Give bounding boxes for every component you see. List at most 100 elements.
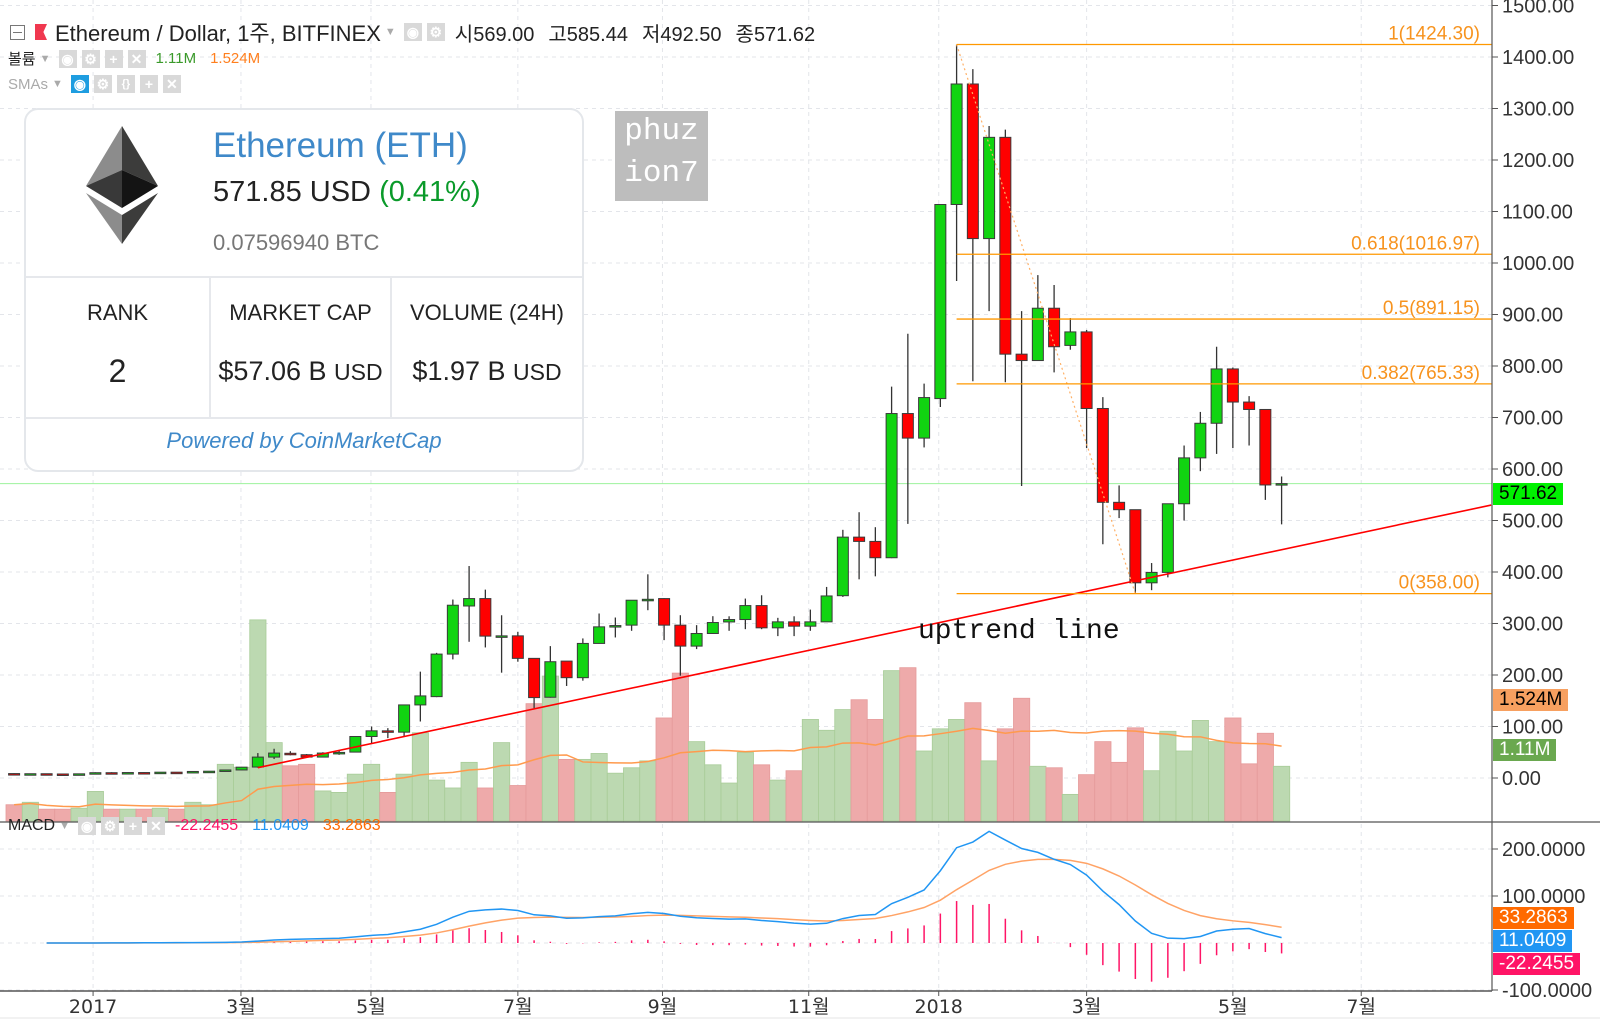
gear-icon[interactable]: ⚙ <box>93 75 112 93</box>
volume-bar <box>606 772 624 822</box>
volume-sma-value: 1.524M <box>210 50 261 67</box>
market-cap-unit: USD <box>334 359 383 385</box>
candle-body <box>414 695 427 706</box>
candle-body <box>934 203 947 400</box>
market-cap-amount: $57.06 B <box>218 356 327 386</box>
volume-bar <box>655 717 673 822</box>
volume-24h-unit: USD <box>513 359 562 385</box>
volume-bar <box>801 719 819 822</box>
candle <box>105 772 118 775</box>
gear-icon[interactable]: ⚙ <box>426 23 445 41</box>
symbol-legend: Ethereum / Dollar, 1주, BITFINEX ▼ ◉ ⚙ 시5… <box>0 16 829 48</box>
volume-bar <box>428 779 446 822</box>
volume-bar <box>948 719 966 822</box>
candle-body <box>739 605 752 621</box>
price-change: (0.41%) <box>379 176 481 208</box>
plus-icon[interactable]: + <box>139 75 158 93</box>
divider <box>26 276 582 278</box>
candle-body <box>658 598 671 626</box>
divider <box>390 276 392 417</box>
collapse-icon[interactable] <box>10 24 25 40</box>
fib-level-label: 1(1424.30) <box>1388 23 1480 44</box>
candle <box>414 671 427 722</box>
plus-icon[interactable]: + <box>104 49 123 68</box>
price-tick-label: 300.00 <box>1502 614 1563 636</box>
volume-bar <box>476 787 494 822</box>
candle-body <box>609 625 622 628</box>
volume-bar <box>915 750 933 822</box>
fib-trend-line <box>956 44 1136 594</box>
candle <box>203 770 216 774</box>
rank-value: 2 <box>108 353 127 389</box>
volume-bar <box>769 779 787 822</box>
candle-body <box>365 730 378 737</box>
candle <box>853 512 866 580</box>
chevron-down-icon[interactable]: ▼ <box>384 26 396 38</box>
volume-bar <box>411 732 429 822</box>
candle <box>1096 397 1109 545</box>
volume-bar <box>785 770 803 822</box>
symbol-title[interactable]: Ethereum / Dollar, 1주, BITFINEX <box>55 21 381 46</box>
candle <box>495 615 508 673</box>
chevron-down-icon[interactable]: ▼ <box>39 52 51 65</box>
time-tick-label: 3월 <box>1072 996 1102 1018</box>
watermark-line: phuz <box>624 114 699 149</box>
close-icon[interactable]: ✕ <box>147 817 165 835</box>
candle-body <box>154 771 167 775</box>
candle-body <box>430 653 443 698</box>
close-icon[interactable]: ✕ <box>127 49 146 68</box>
candle <box>381 728 394 739</box>
volume-bar <box>736 752 754 822</box>
candle-body <box>1161 503 1174 573</box>
candle-body <box>1259 408 1272 486</box>
eye-icon[interactable]: ◉ <box>403 23 422 41</box>
candle-body <box>950 83 963 205</box>
candle-body <box>203 770 216 774</box>
candle-body <box>593 626 606 644</box>
flag-icon[interactable] <box>35 24 47 40</box>
close-icon[interactable]: ✕ <box>162 75 181 93</box>
candle <box>560 660 573 686</box>
gear-icon[interactable]: ⚙ <box>101 817 119 835</box>
uptrend-annotation[interactable]: uptrend line <box>918 616 1120 647</box>
candle-body <box>398 704 411 733</box>
candle-body <box>836 536 849 597</box>
macd-tick-label: 200.0000 <box>1502 839 1585 861</box>
candle-body <box>1210 368 1223 424</box>
candle-body <box>869 540 882 559</box>
macd-legend-label[interactable]: MACD <box>8 817 56 834</box>
powered-by-link[interactable]: Powered by CoinMarketCap <box>166 428 442 453</box>
candle <box>576 638 589 681</box>
eye-icon[interactable]: ◉ <box>78 817 96 835</box>
close-value: 571.62 <box>753 23 816 46</box>
watermark: phuz ion7 <box>615 111 708 201</box>
coin-name-link[interactable]: Ethereum (ETH) <box>213 126 468 165</box>
candle-body <box>544 661 557 698</box>
candle <box>89 772 102 775</box>
candle <box>1064 318 1077 350</box>
volume-bar <box>1175 750 1193 822</box>
eye-icon[interactable]: ◉ <box>58 49 77 68</box>
sma-legend-label[interactable]: SMAs <box>8 75 49 93</box>
fib-level-label: 0.618(1016.97) <box>1351 233 1480 254</box>
time-tick-label: 7월 <box>503 996 533 1018</box>
volume-value: 1.11M <box>155 50 197 67</box>
macd-signal-line <box>46 858 1282 944</box>
eye-icon[interactable]: ◉ <box>70 75 89 93</box>
candle <box>1210 346 1223 454</box>
gear-icon[interactable]: ⚙ <box>81 49 100 68</box>
source-code-icon[interactable]: {} <box>116 75 135 93</box>
plus-icon[interactable]: + <box>124 817 142 835</box>
chevron-down-icon[interactable]: ▼ <box>59 820 70 832</box>
divider <box>26 417 582 419</box>
macd-signal-axis-label: 33.2863 <box>1493 907 1574 929</box>
volume-legend-label[interactable]: 볼륨 <box>8 51 36 68</box>
high-label: 고 <box>548 23 567 46</box>
candle <box>755 595 768 630</box>
volume-bar <box>1273 765 1291 822</box>
candle-body <box>1064 331 1077 346</box>
chevron-down-icon[interactable]: ▼ <box>52 78 63 90</box>
candle <box>398 704 411 737</box>
